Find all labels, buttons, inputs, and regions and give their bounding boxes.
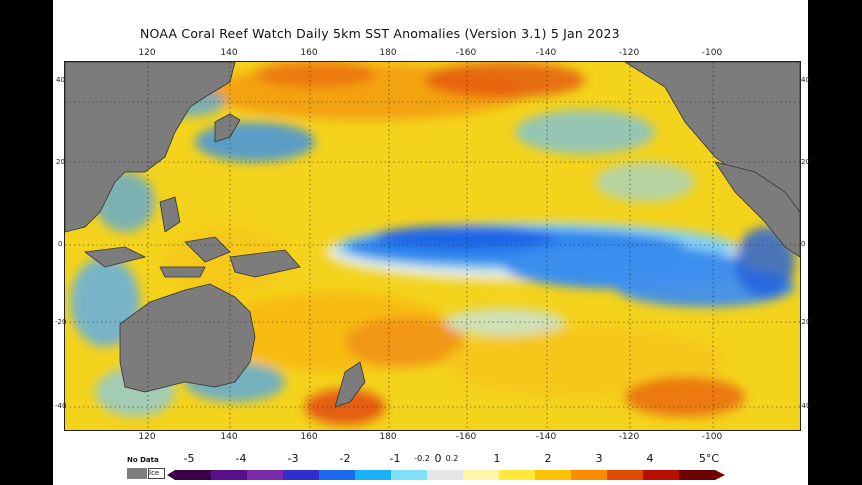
scale-swatch xyxy=(499,470,536,480)
scale-swatch xyxy=(535,470,572,480)
bottom-tick: -160 xyxy=(455,432,477,442)
bottom-tick: 160 xyxy=(300,432,318,442)
nodata-swatch xyxy=(127,468,147,479)
scale-label: -1 xyxy=(389,452,401,465)
scale-swatch xyxy=(463,470,500,480)
right-lat: 40 xyxy=(801,76,810,84)
top-tick: -120 xyxy=(618,48,640,58)
top-tick: -100 xyxy=(701,48,723,58)
nodata-label: No Data xyxy=(127,456,159,464)
top-tick: 140 xyxy=(220,48,238,58)
bottom-tick: 180 xyxy=(379,432,397,442)
right-lat: -20 xyxy=(799,318,811,326)
map-title: NOAA Coral Reef Watch Daily 5km SST Anom… xyxy=(140,26,620,41)
scale-label: 2 xyxy=(544,452,552,465)
left-lat: 40 xyxy=(56,76,65,84)
scale-swatch xyxy=(679,470,716,480)
scale-swatch xyxy=(643,470,680,480)
ice-label: Ice xyxy=(149,469,160,477)
top-tick: 180 xyxy=(379,48,397,58)
sst-anomaly-map xyxy=(64,61,801,431)
top-tick: 160 xyxy=(300,48,318,58)
ice-swatch xyxy=(148,468,165,479)
left-lat: -40 xyxy=(55,402,67,410)
scale-label: 3 xyxy=(595,452,603,465)
scale-arrow-right xyxy=(715,470,725,480)
scale-swatch xyxy=(355,470,392,480)
scale-label: 0 xyxy=(434,452,442,465)
color-scale-bar xyxy=(167,470,725,480)
scale-label: -2 xyxy=(339,452,351,465)
scale-label: -0.2 xyxy=(414,454,430,463)
scale-swatch xyxy=(427,470,464,480)
scale-label: -5 xyxy=(183,452,195,465)
bottom-tick: -100 xyxy=(701,432,723,442)
bottom-tick: 140 xyxy=(220,432,238,442)
scale-swatch xyxy=(283,470,320,480)
left-lat: 20 xyxy=(56,158,65,166)
scale-label: 1 xyxy=(493,452,501,465)
legend: No Data Ice -5 -4 -3 -2 -1 -0.2 0 0.2 1 … xyxy=(127,452,727,482)
left-lat: -20 xyxy=(55,318,67,326)
scale-swatch xyxy=(607,470,644,480)
bottom-tick: -120 xyxy=(618,432,640,442)
scale-swatch xyxy=(211,470,248,480)
scale-swatch xyxy=(247,470,284,480)
grid xyxy=(65,62,800,430)
top-tick: -160 xyxy=(455,48,477,58)
scale-label: 5°C xyxy=(698,452,720,465)
land xyxy=(65,62,800,408)
right-lat: 0 xyxy=(801,240,806,248)
left-lat: 0 xyxy=(58,240,63,248)
right-lat: -40 xyxy=(799,402,811,410)
scale-swatch xyxy=(571,470,608,480)
australia xyxy=(119,283,256,393)
bottom-tick: 120 xyxy=(138,432,156,442)
scale-label: 4 xyxy=(646,452,654,465)
scale-label: 0.2 xyxy=(445,454,459,463)
scale-swatch xyxy=(391,470,428,480)
scale-swatch xyxy=(319,470,356,480)
top-tick: -140 xyxy=(535,48,557,58)
scale-arrow-left xyxy=(167,470,175,480)
scale-swatch xyxy=(175,470,212,480)
scale-label: -4 xyxy=(235,452,247,465)
top-tick: 120 xyxy=(138,48,156,58)
bottom-tick: -140 xyxy=(535,432,557,442)
right-lat: 20 xyxy=(801,158,810,166)
scale-label: -3 xyxy=(287,452,299,465)
